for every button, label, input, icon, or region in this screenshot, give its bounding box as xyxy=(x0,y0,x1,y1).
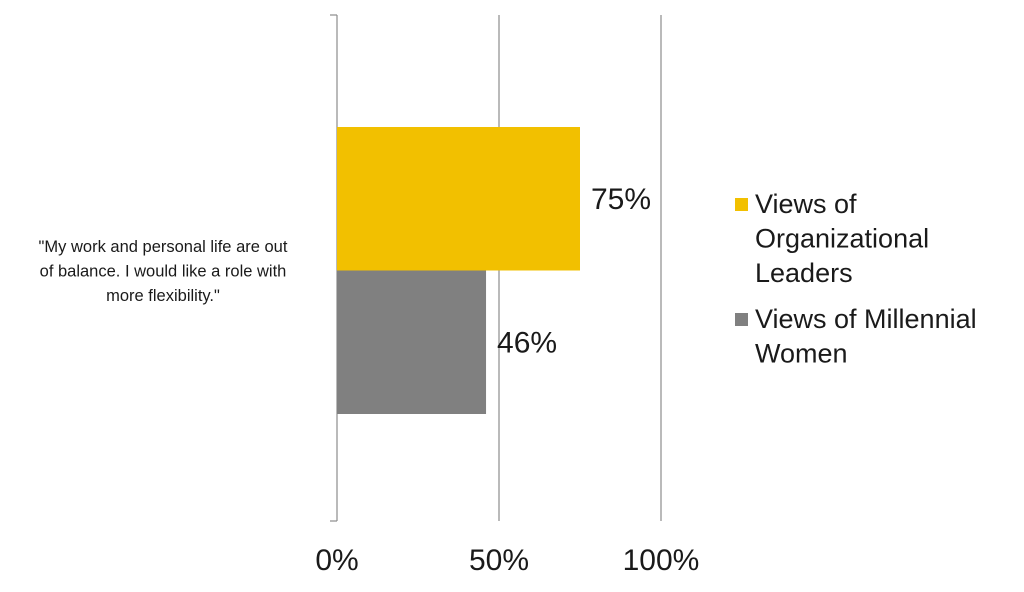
legend-swatch xyxy=(735,198,748,211)
category-label: more flexibility." xyxy=(106,287,220,305)
x-tick-label: 100% xyxy=(623,544,700,577)
bar xyxy=(337,270,487,414)
legend-label: Organizational xyxy=(755,224,929,254)
legend-label: Leaders xyxy=(755,258,853,288)
category-label: "My work and personal life are out xyxy=(39,238,288,256)
legend-label: Views of Millennial xyxy=(755,304,977,334)
x-tick-label: 50% xyxy=(469,544,529,577)
legend-swatch xyxy=(735,313,748,326)
legend-label: Women xyxy=(755,339,848,369)
data-label: 46% xyxy=(497,326,557,359)
data-label: 75% xyxy=(591,183,651,216)
legend-label: Views of xyxy=(755,189,857,219)
category-label: of balance. I would like a role with xyxy=(40,263,287,281)
x-tick-label: 0% xyxy=(315,544,358,577)
bar xyxy=(337,127,580,271)
